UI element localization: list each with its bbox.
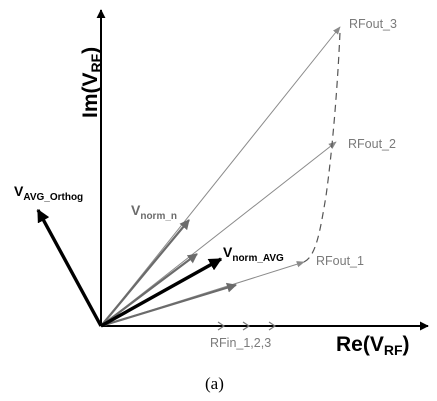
label-v-norm-n: Vnorm_n [131, 202, 177, 222]
imaginary-axis-label-main: Im(V [79, 72, 102, 118]
vector-norm-avg [100, 257, 223, 328]
figure-caption: (a) [205, 374, 224, 393]
label-v-norm-avg: Vnorm_AVG [223, 244, 284, 264]
label-v-norm-avg-main: V [223, 244, 233, 260]
label-rfin: RFin_1,2,3 [210, 336, 271, 350]
real-axis-label: Re(VRF) [336, 333, 410, 358]
real-axis-label-main: Re(V [336, 333, 384, 356]
rfin-tick-2 [242, 321, 251, 331]
vector-norm-1 [100, 282, 237, 328]
real-axis-label-close: ) [403, 333, 410, 356]
vector-rfout-3 [100, 26, 341, 327]
label-v-norm-n-sub: norm_n [140, 211, 177, 222]
label-v-avg-orthog: VAVG_Orthog [14, 183, 83, 203]
rfin-tick-1 [217, 321, 226, 331]
label-rfout-2: RFout_2 [348, 137, 396, 151]
label-rfout-3: RFout_3 [349, 17, 397, 31]
label-rfout-1: RFout_1 [316, 254, 364, 268]
label-v-norm-n-main: V [131, 202, 141, 218]
vector-avg-orthog [36, 208, 103, 327]
label-v-avg-orthog-sub: AVG_Orthog [23, 192, 83, 203]
label-v-norm-avg-sub: norm_AVG [232, 253, 284, 264]
vector-norm-n [100, 219, 190, 327]
rfout-trajectory [303, 31, 341, 263]
label-v-avg-orthog-main: V [14, 183, 24, 199]
imaginary-axis-label: Im(VRF) [79, 47, 104, 118]
vector-norm-2 [100, 253, 198, 327]
real-axis-label-sub: RF [384, 342, 403, 358]
rfin-tick-3 [268, 321, 277, 331]
imaginary-axis-label-close: ) [79, 47, 102, 54]
imaginary-axis-label-sub: RF [88, 53, 104, 72]
